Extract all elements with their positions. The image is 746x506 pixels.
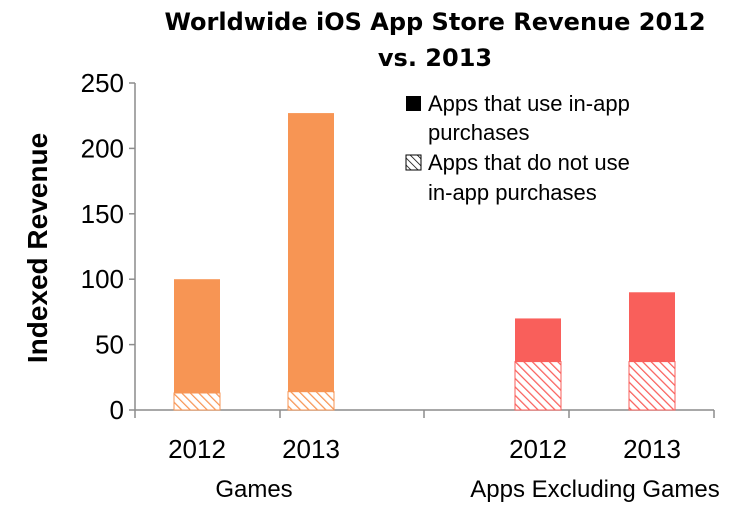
bar-segment-no-in-app	[287, 391, 335, 411]
x-category-label: 2012	[168, 434, 226, 464]
y-tick-label: 150	[81, 199, 124, 229]
y-axis-ticks: 0 50 100 150 200 250	[81, 68, 135, 425]
y-tick-label: 100	[81, 264, 124, 294]
bar-segment-in-app	[629, 292, 675, 362]
legend-label-in-app-line-2: purchases	[428, 120, 530, 145]
y-axis-label: Indexed Revenue	[22, 133, 53, 363]
y-tick-label: 50	[95, 330, 124, 360]
x-category-label: 2013	[623, 434, 681, 464]
chart-title-line-1: Worldwide iOS App Store Revenue 2012	[164, 8, 705, 36]
bar-segment-in-app	[288, 113, 334, 392]
bars	[173, 113, 676, 411]
axes	[134, 83, 715, 418]
legend-label-no-in-app-line-1: Apps that do not use	[428, 150, 630, 175]
legend-label-no-in-app-line-2: in-app purchases	[428, 180, 597, 205]
x-category-label: 2013	[282, 434, 340, 464]
x-group-label: Games	[215, 476, 292, 503]
x-axis-labels: 2012 2013 2012 2013 Games Apps Excluding Game…	[168, 434, 720, 503]
chart-title-line-2: vs. 2013	[378, 44, 492, 72]
legend-swatch-solid	[406, 96, 421, 111]
bar-segment-no-in-app	[514, 361, 562, 411]
y-tick-label: 250	[81, 68, 124, 98]
x-category-label: 2012	[509, 434, 567, 464]
bar-segment-no-in-app	[628, 361, 676, 411]
legend-label-in-app-line-1: Apps that use in-app	[428, 91, 630, 116]
y-tick-label: 200	[81, 133, 124, 163]
x-group-label: Apps Excluding Games	[470, 476, 719, 503]
y-tick-label: 0	[110, 395, 124, 425]
bar-segment-no-in-app	[173, 392, 221, 411]
legend: Apps that use in-app purchases Apps that…	[405, 91, 630, 205]
bar-segment-in-app	[515, 318, 561, 362]
bar-segment-in-app	[174, 279, 220, 393]
legend-swatch-hatched	[405, 154, 422, 171]
